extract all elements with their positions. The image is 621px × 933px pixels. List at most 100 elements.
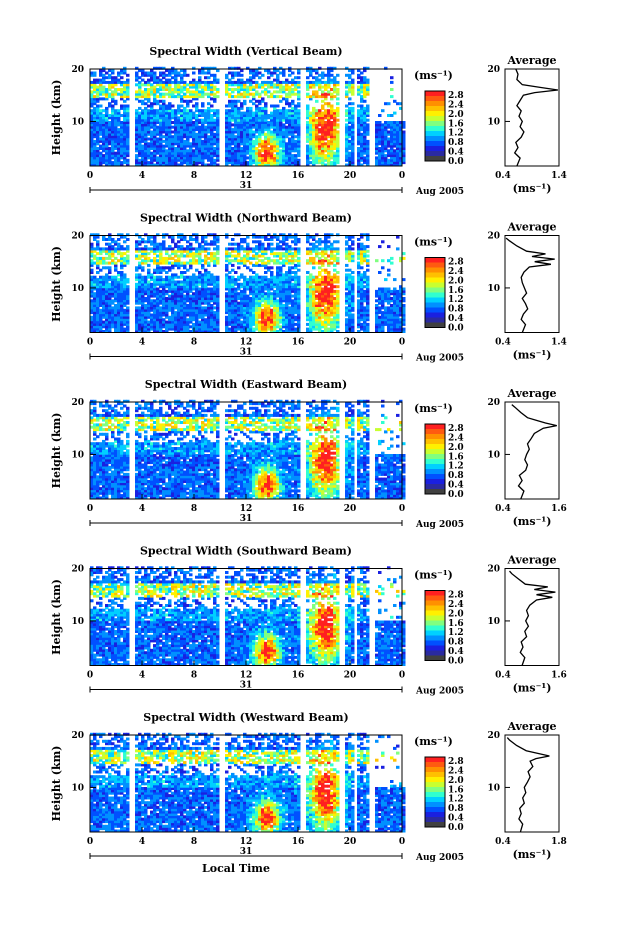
panel-title: Spectral Width (Northward Beam) <box>140 212 352 225</box>
heatmap-cell <box>321 112 325 115</box>
heatmap-cell <box>378 114 382 117</box>
heatmap-cell <box>189 109 193 112</box>
heatmap-cell <box>114 276 118 279</box>
heatmap-cell <box>90 299 94 302</box>
heatmap-cell <box>165 257 169 260</box>
heatmap-cell <box>162 135 166 138</box>
heatmap-cell <box>126 306 130 309</box>
heatmap-cell <box>240 147 244 150</box>
heatmap-cell <box>138 240 142 243</box>
heatmap-cell <box>252 81 256 84</box>
heatmap-cell <box>192 105 196 108</box>
heatmap-cell <box>246 161 250 164</box>
x-tick-label: 20 <box>344 171 357 181</box>
heatmap-cell <box>120 252 124 255</box>
heatmap-cell <box>180 105 184 108</box>
heatmap-cell <box>198 288 202 291</box>
heatmap-cell <box>96 147 100 150</box>
heatmap-cell <box>177 105 181 108</box>
heatmap-cell <box>165 247 169 250</box>
heatmap-cell <box>324 142 328 145</box>
heatmap-cell <box>255 147 259 150</box>
heatmap-cell <box>255 236 259 239</box>
heatmap-cell <box>315 100 319 103</box>
heatmap-cell <box>186 95 190 98</box>
heatmap-cell <box>153 276 157 279</box>
heatmap-cell <box>249 247 253 250</box>
heatmap-cell <box>135 240 139 243</box>
heatmap-cell <box>204 236 208 239</box>
x-tick-label: 0 <box>399 171 405 181</box>
heatmap-cell <box>150 247 154 250</box>
average-profile-line <box>515 69 558 166</box>
heatmap-cell <box>174 69 178 72</box>
heatmap-cell <box>309 95 313 98</box>
heatmap-cell <box>105 243 109 246</box>
colorbar-swatch <box>425 106 445 111</box>
heatmap-cell <box>192 112 196 115</box>
heatmap-cell <box>153 236 157 239</box>
heatmap-cell <box>156 255 160 258</box>
heatmap-cell <box>357 109 361 112</box>
heatmap-cell <box>96 79 100 82</box>
heatmap-cell <box>204 306 208 309</box>
heatmap-cell <box>246 86 250 89</box>
heatmap-cell <box>246 236 250 239</box>
heatmap-cell <box>102 97 106 100</box>
heatmap-cell <box>156 88 160 91</box>
heatmap-cell <box>123 328 127 331</box>
heatmap-cell <box>183 140 187 143</box>
heatmap-cell <box>249 262 253 265</box>
heatmap-cell <box>126 245 130 248</box>
heatmap-cell <box>210 252 214 255</box>
heatmap-cell <box>210 273 214 276</box>
heatmap-cell <box>108 276 112 279</box>
heatmap-cell <box>186 276 190 279</box>
heatmap-cell <box>282 97 286 100</box>
heatmap-cell <box>279 262 283 265</box>
heatmap-cell <box>390 88 394 91</box>
heatmap-cell <box>183 271 187 274</box>
heatmap-cell <box>276 95 280 98</box>
heatmap-cell <box>207 102 211 105</box>
heatmap-cell <box>309 81 313 84</box>
heatmap-cell <box>231 243 235 246</box>
heatmap-cell <box>228 328 232 331</box>
heatmap-cell <box>276 236 280 239</box>
colorbar-swatch <box>425 111 445 116</box>
heatmap-cell <box>108 266 112 269</box>
heatmap-cell <box>195 259 199 262</box>
heatmap-cell <box>267 257 271 260</box>
heatmap-cell <box>243 255 247 258</box>
heatmap-cell <box>240 321 244 324</box>
heatmap-cell <box>102 321 106 324</box>
heatmap-cell <box>162 140 166 143</box>
heatmap-cell <box>156 243 160 246</box>
panel-0: Spectral Width (Vertical Beam)2010Height… <box>50 45 567 197</box>
heatmap-cell <box>252 112 256 115</box>
heatmap-cell <box>135 255 139 258</box>
heatmap-cell <box>99 145 103 148</box>
heatmap-cell <box>279 72 283 75</box>
heatmap-cell <box>189 243 193 246</box>
heatmap-cell <box>228 72 232 75</box>
heatmap-cell <box>306 105 310 108</box>
heatmap-cell <box>99 269 103 272</box>
heatmap-cell <box>267 266 271 269</box>
heatmap-cell <box>96 86 100 89</box>
heatmap-cell <box>183 69 187 72</box>
heatmap-cell <box>270 266 274 269</box>
heatmap-cell <box>273 276 277 279</box>
heatmap-cell <box>240 283 244 286</box>
heatmap-cell <box>357 105 361 108</box>
heatmap-cell <box>195 81 199 84</box>
heatmap-cell <box>234 88 238 91</box>
heatmap-cell <box>387 159 391 162</box>
heatmap-cell <box>108 262 112 265</box>
colorbar: 2.82.42.01.61.20.80.40.0 <box>425 91 464 167</box>
heatmap-cell <box>237 79 241 82</box>
heatmap-cell <box>108 121 112 124</box>
heatmap-cell <box>135 306 139 309</box>
heatmap-cell <box>207 93 211 96</box>
heatmap-cell <box>102 276 106 279</box>
